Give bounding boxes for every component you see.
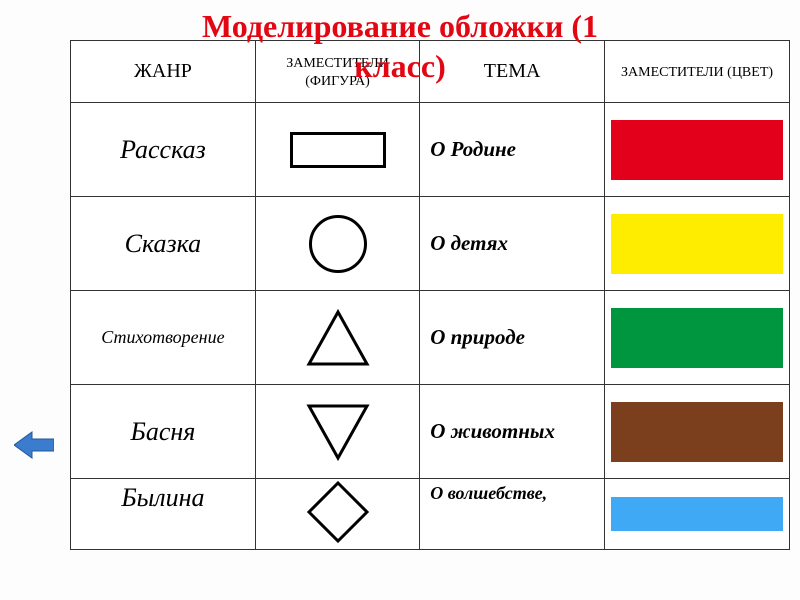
- shape-cell: [255, 385, 419, 479]
- rectangle-icon: [290, 132, 386, 168]
- color-swatch: [611, 402, 783, 462]
- theme-cell: О волшебстве,: [420, 479, 605, 550]
- page-title: Моделирование обложки (1 класс): [0, 6, 800, 86]
- color-cell: [605, 197, 790, 291]
- theme-cell: О природе: [420, 291, 605, 385]
- color-swatch: [611, 497, 783, 531]
- title-line-1: Моделирование обложки (1: [202, 8, 598, 44]
- title-line-2: класс): [354, 48, 445, 84]
- theme-cell: О детях: [420, 197, 605, 291]
- shape-cell: [255, 291, 419, 385]
- theme-cell: О Родине: [420, 103, 605, 197]
- triangle-down-icon: [305, 402, 371, 462]
- table-row: Стихотворение О природе: [71, 291, 790, 385]
- genre-cell: Рассказ: [71, 103, 256, 197]
- shape-cell: [255, 103, 419, 197]
- genre-cell: Басня: [71, 385, 256, 479]
- shape-cell: [255, 479, 419, 550]
- circle-icon: [309, 215, 367, 273]
- table-row: Сказка О детях: [71, 197, 790, 291]
- shape-cell: [255, 197, 419, 291]
- diamond-icon: [305, 479, 371, 545]
- genre-cell: Былина: [71, 479, 256, 550]
- table-row: Былина О волшебстве,: [71, 479, 790, 550]
- table-row: Рассказ О Родине: [71, 103, 790, 197]
- color-cell: [605, 291, 790, 385]
- table-row: Басня О животных: [71, 385, 790, 479]
- color-swatch: [611, 308, 783, 368]
- modeling-table: ЖАНР ЗАМЕСТИТЕЛИ (ФИГУРА) ТЕМА ЗАМЕСТИТЕ…: [70, 40, 790, 550]
- color-cell: [605, 103, 790, 197]
- back-arrow-icon[interactable]: [14, 430, 54, 465]
- color-cell: [605, 385, 790, 479]
- theme-cell: О животных: [420, 385, 605, 479]
- color-cell: [605, 479, 790, 550]
- genre-cell: Стихотворение: [71, 291, 256, 385]
- color-swatch: [611, 214, 783, 274]
- genre-cell: Сказка: [71, 197, 256, 291]
- triangle-up-icon: [305, 308, 371, 368]
- color-swatch: [611, 120, 783, 180]
